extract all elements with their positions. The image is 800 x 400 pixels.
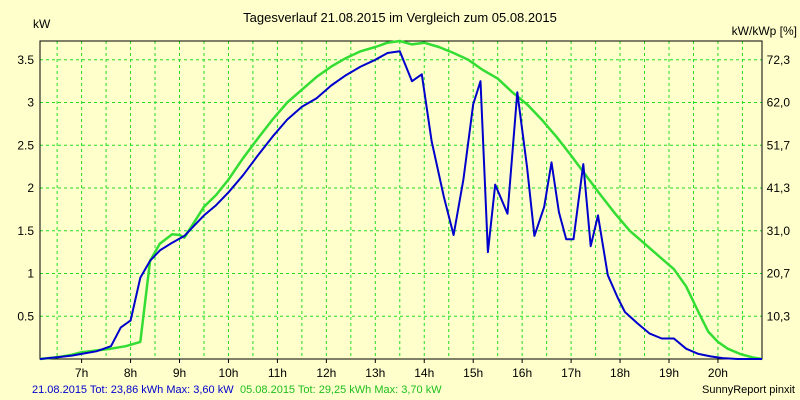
y-tick-label: 1 (27, 267, 34, 281)
legend-21-08-2015: 21.08.2015 Tot: 23,86 kWh Max: 3,60 kW (32, 384, 234, 396)
x-tick-label: 10h (218, 366, 238, 380)
x-tick-label: 18h (610, 366, 630, 380)
x-tick-label: 19h (659, 366, 679, 380)
y2-tick-label: 31,0 (767, 224, 791, 238)
x-tick-label: 20h (708, 366, 728, 380)
y2-tick-label: 41,3 (767, 181, 791, 195)
legend-05-08-2015: 05.08.2015 Tot: 29,25 kWh Max: 3,70 kW (240, 384, 442, 396)
x-tick-label: 16h (512, 366, 532, 380)
x-tick-label: 12h (316, 366, 336, 380)
series-line-05-08-2015 (39, 39, 763, 361)
axis-ticks: 0.5 10,3 1 20,7 1.5 31,0 2 41,3 2.5 51,7 3 62,0 3.5 7… (17, 53, 790, 380)
x-tick-label: 17h (561, 366, 581, 380)
y2-tick-label: 10,3 (767, 309, 791, 323)
y-tick-label: 2 (27, 181, 34, 195)
x-tick-label: 11h (268, 366, 287, 380)
x-tick-label: 15h (463, 366, 483, 380)
y-tick-label: 1.5 (17, 224, 34, 238)
x-tick-label: 13h (365, 366, 385, 380)
plot-frame (39, 40, 763, 360)
x-tick-label: 7h (75, 366, 88, 380)
credit-label: SunnyReport pinxit (702, 384, 795, 396)
x-tick-label: 14h (414, 366, 434, 380)
grid (40, 41, 762, 359)
x-tick-label: 8h (124, 366, 137, 380)
left-axis-unit-label: kW (33, 17, 51, 31)
y2-tick-label: 20,7 (767, 267, 791, 281)
right-axis-unit-label: kW/kWp [%] (732, 24, 797, 38)
y-tick-label: 3 (27, 96, 34, 110)
y-tick-label: 2.5 (17, 138, 34, 152)
chart-title: Tagesverlauf 21.08.2015 im Vergleich zum… (243, 10, 557, 25)
series-layer (39, 39, 763, 361)
y2-tick-label: 62,0 (767, 96, 791, 110)
y2-tick-label: 72,3 (767, 53, 791, 67)
x-tick-label: 9h (173, 366, 186, 380)
y-tick-label: 3.5 (17, 53, 34, 67)
y2-tick-label: 51,7 (767, 138, 791, 152)
series-line-21-08-2015 (39, 50, 762, 360)
y-tick-label: 0.5 (17, 309, 34, 323)
